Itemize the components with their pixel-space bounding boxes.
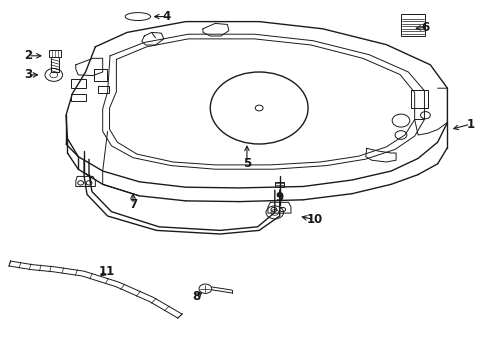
Text: 8: 8 [192,291,200,303]
Text: 1: 1 [466,118,473,131]
Text: 9: 9 [275,191,283,204]
Text: 7: 7 [129,198,137,211]
Bar [400,14,425,36]
Bar [49,50,61,57]
Text: 5: 5 [243,157,250,170]
Text: 10: 10 [305,213,322,226]
Text: 4: 4 [162,10,170,23]
Text: 2: 2 [24,49,32,62]
Bar [71,79,85,88]
Text: 6: 6 [421,21,428,34]
Text: 11: 11 [98,265,115,278]
Bar [275,182,284,187]
Text: 3: 3 [24,68,32,81]
Bar [71,94,85,101]
